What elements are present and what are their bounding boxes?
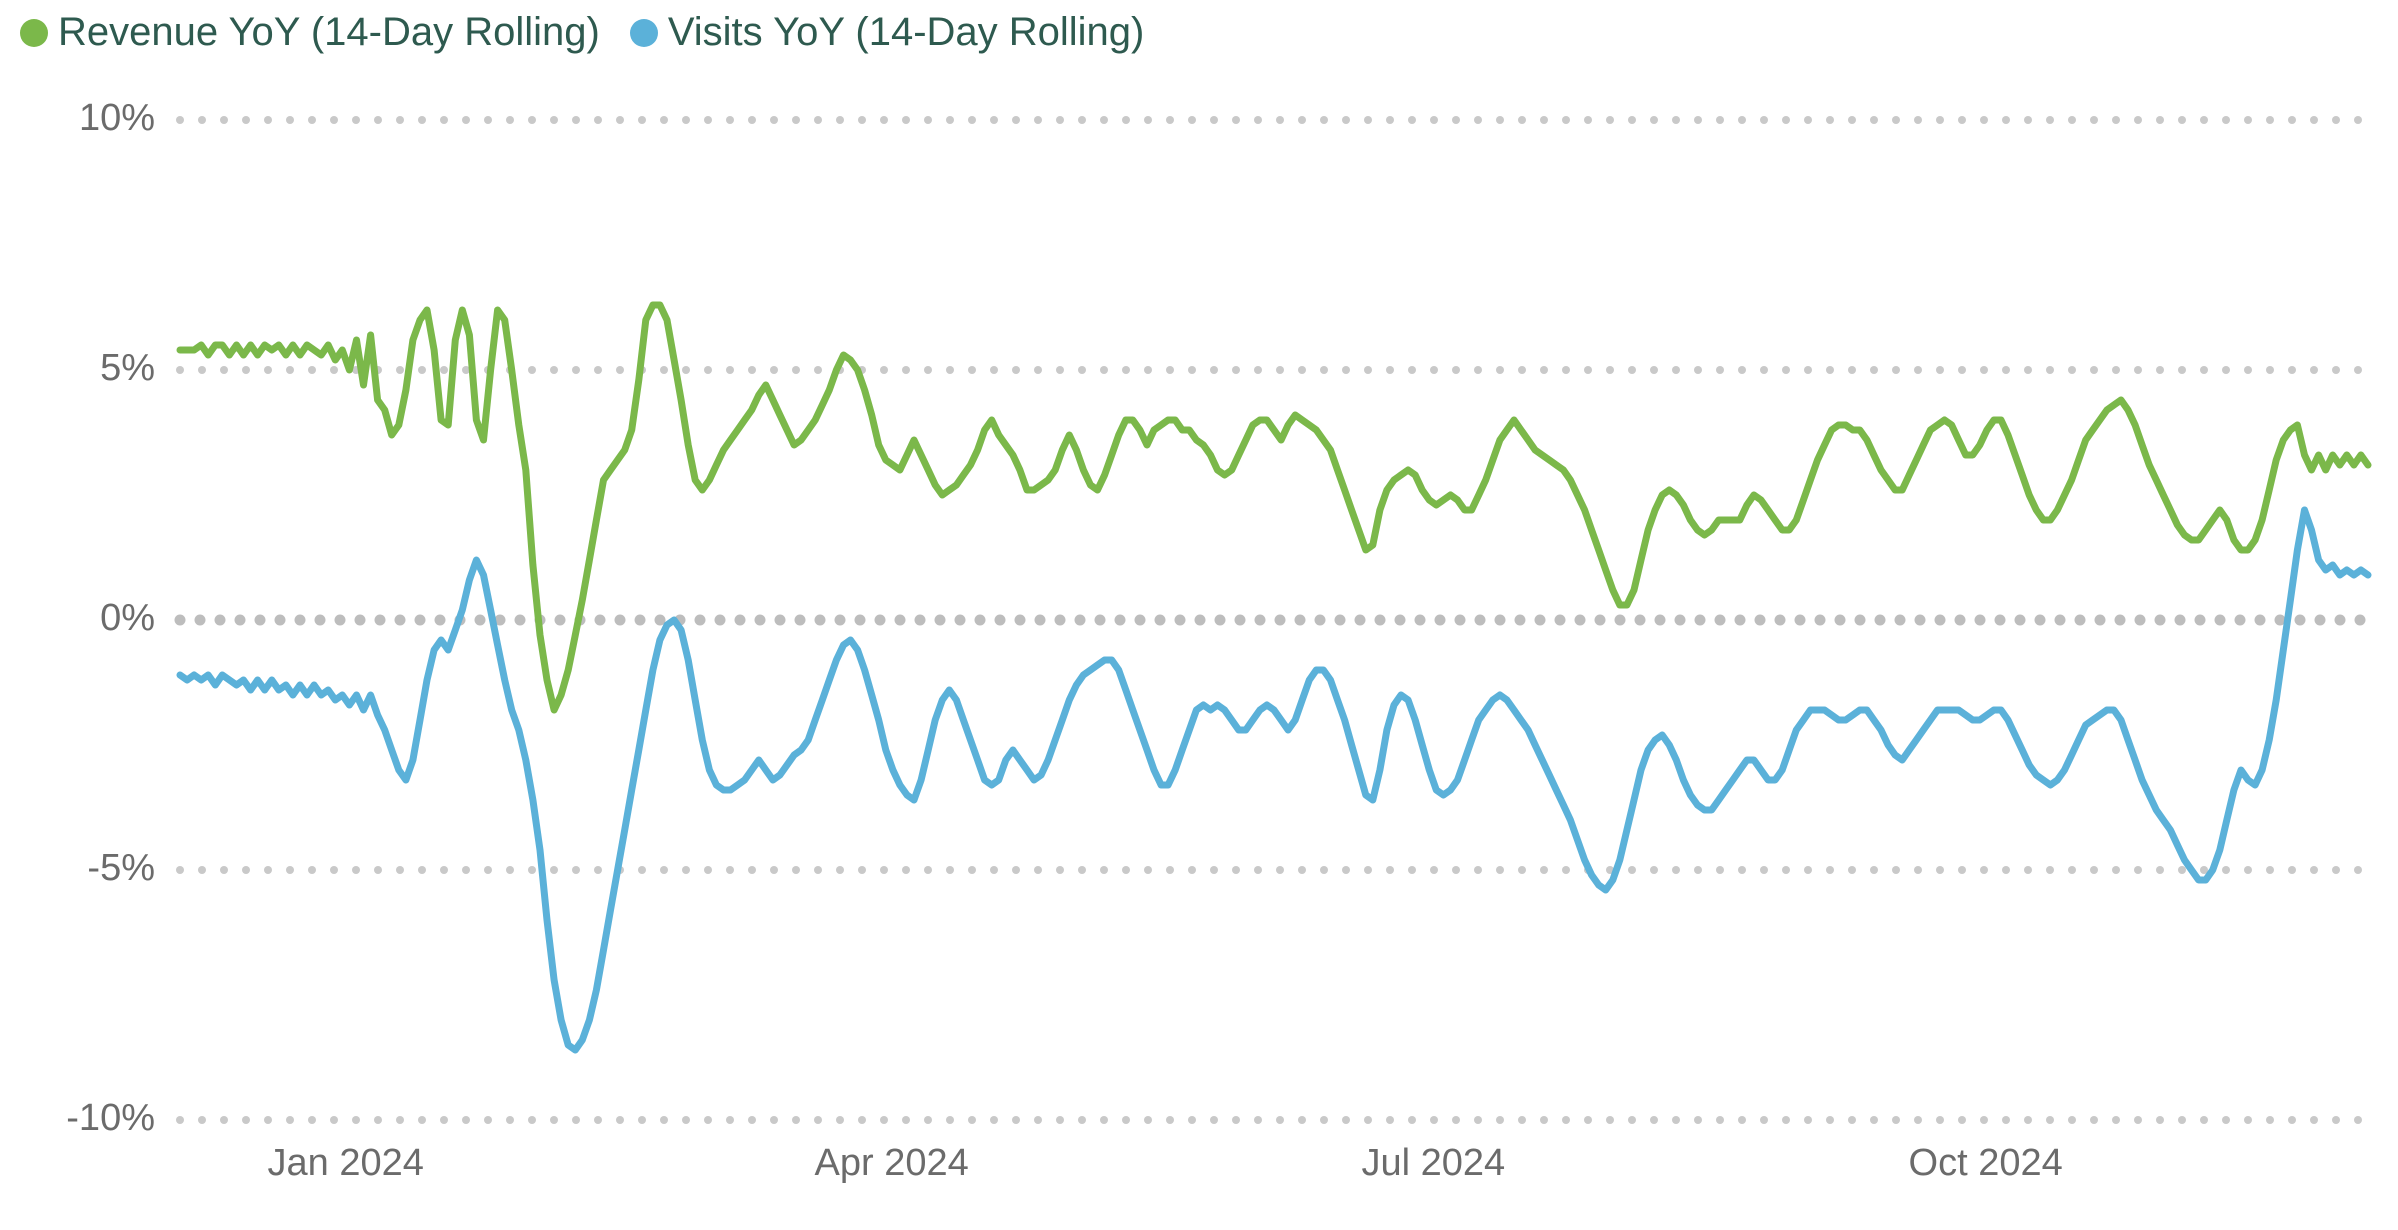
svg-text:0%: 0% [100, 597, 155, 639]
svg-text:10%: 10% [79, 97, 155, 139]
svg-text:Oct 2024: Oct 2024 [1909, 1142, 2063, 1184]
yoy-line-chart: Revenue YoY (14-Day Rolling) Visits YoY … [0, 0, 2398, 1230]
svg-text:Jul 2024: Jul 2024 [1362, 1142, 1506, 1184]
legend-label-revenue: Revenue YoY (14-Day Rolling) [58, 10, 600, 55]
chart-legend: Revenue YoY (14-Day Rolling) Visits YoY … [20, 10, 1144, 55]
svg-text:Apr 2024: Apr 2024 [815, 1142, 969, 1184]
svg-text:Jan 2024: Jan 2024 [268, 1142, 424, 1184]
legend-item-revenue: Revenue YoY (14-Day Rolling) [20, 10, 600, 55]
legend-swatch-revenue [20, 19, 48, 47]
chart-svg: -10% -5% 0% 5% 10% Jan 2024 Apr 2024 Jul 2024 Oc… [0, 0, 2398, 1230]
legend-label-visits: Visits YoY (14-Day Rolling) [668, 10, 1145, 55]
legend-swatch-visits [630, 19, 658, 47]
legend-item-visits: Visits YoY (14-Day Rolling) [630, 10, 1145, 55]
svg-text:-5%: -5% [87, 847, 155, 889]
svg-text:5%: 5% [100, 347, 155, 389]
svg-text:-10%: -10% [66, 1097, 155, 1139]
